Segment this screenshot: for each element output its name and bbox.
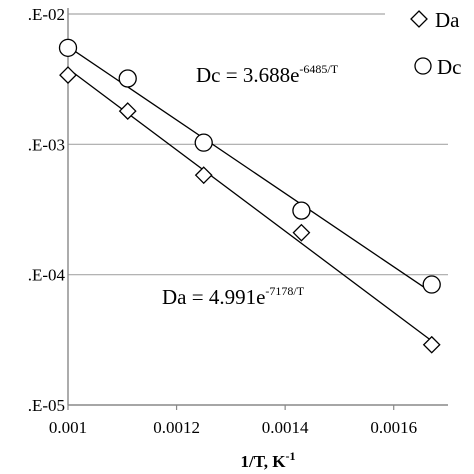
data-point-dc (292, 201, 311, 220)
gridlines (68, 13, 448, 276)
legend-circle-marker (414, 57, 432, 75)
data-points (58, 38, 441, 354)
x-axis-label: 1/T, K-1 (240, 449, 295, 471)
legend-label-da: Da (435, 8, 460, 32)
da-equation: Da = 4.991e-7178/T (162, 284, 305, 309)
x-tick-label: 0.0014 (262, 418, 309, 437)
y-tick-label: .E-03 (28, 135, 65, 154)
y-tick-label: .E-05 (28, 396, 65, 415)
x-tick-label: 0.0016 (370, 418, 417, 437)
y-tick-label: .E-04 (28, 266, 66, 285)
data-point-dc (58, 38, 78, 57)
dc-equation: Dc = 3.688e-6485/T (196, 62, 339, 87)
legend-diamond-marker (410, 10, 428, 28)
data-point-da (422, 335, 441, 354)
y-tick-label: .E-02 (28, 5, 65, 24)
y-tick-labels: .E-02 .E-03 .E-04 .E-05 (28, 5, 66, 415)
data-point-da (194, 166, 213, 185)
data-point-dc (118, 69, 137, 88)
x-tick-labels: 0.001 0.0012 0.0014 0.0016 (49, 418, 417, 437)
data-point-da (292, 223, 311, 242)
x-tick-label: 0.001 (49, 418, 87, 437)
data-point-dc (422, 275, 441, 294)
x-tick-label: 0.0012 (153, 418, 200, 437)
data-point-da (118, 102, 137, 120)
legend: Da Dc (410, 8, 462, 79)
data-point-da (59, 66, 77, 84)
legend-label-dc: Dc (437, 55, 462, 79)
data-point-dc (194, 133, 213, 152)
